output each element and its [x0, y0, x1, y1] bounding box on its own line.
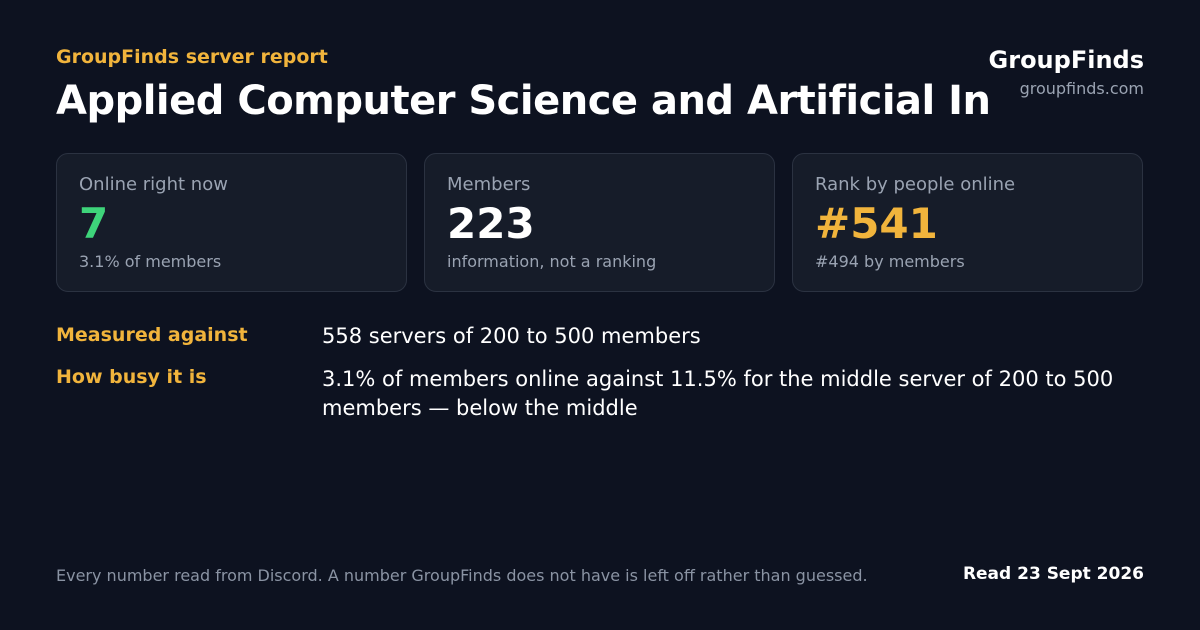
fact-term: Measured against — [56, 324, 248, 346]
card-value: #541 — [815, 199, 938, 248]
footer-date: Read 23 Sept 2026 — [962, 564, 1144, 584]
card-note: information, not a ranking — [447, 252, 657, 271]
footer-note: Every number read from Discord. A number… — [56, 566, 868, 585]
fact-term: How busy it is — [56, 366, 207, 388]
card: Members 223 information, not a ranking — [424, 153, 775, 292]
fact-text: 3.1% of members online against 11.5% for… — [322, 367, 1114, 420]
card-label: Rank by people online — [815, 174, 1016, 195]
card-note: #494 by members — [815, 252, 965, 271]
card-value: 223 — [447, 199, 535, 248]
card-label: Online right now — [79, 174, 228, 195]
eyebrow: GroupFinds server report — [56, 46, 328, 68]
fact-text: 558 servers of 200 to 500 members — [322, 324, 701, 348]
card: Online right now 7 3.1% of members — [56, 153, 407, 292]
site: groupfinds.com — [1019, 79, 1144, 98]
card: Rank by people online #541 #494 by membe… — [792, 153, 1143, 292]
title: Applied Computer Science and Artificial … — [56, 78, 991, 124]
card-label: Members — [447, 174, 531, 195]
card-note: 3.1% of members — [79, 252, 222, 271]
card-value: 7 — [79, 199, 109, 248]
brand: GroupFinds — [988, 46, 1144, 74]
